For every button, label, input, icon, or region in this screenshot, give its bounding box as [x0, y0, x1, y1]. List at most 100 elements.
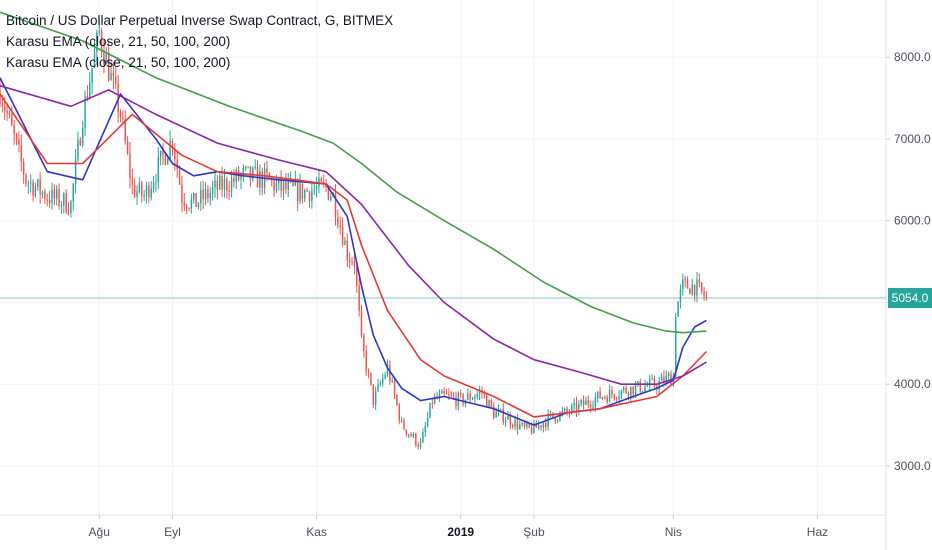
candle-body-21: [48, 200, 51, 204]
candle-body-43: [100, 30, 103, 51]
candle-body-116: [273, 180, 275, 191]
candle-body-275: [649, 379, 651, 386]
candle-body-228: [537, 425, 540, 428]
candle-body-270: [637, 381, 639, 386]
candle-body-169: [398, 405, 401, 421]
candle-body-108: [254, 167, 256, 169]
candle-body-148: [348, 260, 351, 262]
candle-body-179: [422, 431, 424, 443]
candle-body-212: [500, 409, 502, 411]
candle-body-158: [372, 384, 375, 405]
candle-body-51: [119, 112, 122, 118]
x-tick-label-6: Haz: [807, 525, 828, 539]
candle-body-73: [171, 140, 174, 149]
candle-body-157: [370, 372, 372, 385]
candle-body-130: [306, 189, 308, 192]
candle-body-264: [623, 387, 625, 391]
candle-body-177: [417, 445, 419, 447]
candle-body-47: [110, 72, 112, 81]
candle-body-280: [660, 376, 663, 381]
candle-body-244: [575, 402, 578, 412]
candle-body-81: [190, 199, 193, 209]
candle-body-68: [159, 150, 162, 157]
ema-line-3: [0, 85, 707, 386]
last-price-tag: 5054.0: [888, 288, 932, 309]
candle-body-34: [79, 140, 82, 146]
candle-body-207: [488, 399, 490, 407]
chart-legend: Bitcoin / US Dollar Perpetual Inverse Sw…: [6, 10, 393, 73]
candle-body-90: [211, 187, 214, 194]
candle-body-44: [103, 50, 105, 65]
candle-body-40: [93, 52, 96, 69]
x-tick-label-1: Eyl: [164, 525, 181, 539]
candle-body-276: [651, 378, 653, 380]
candle-body-30: [70, 201, 72, 214]
candle-body-42: [98, 30, 100, 33]
candle-body-261: [615, 398, 618, 400]
candle-body-236: [556, 420, 559, 422]
chart-grid: [0, 0, 886, 515]
candle-body-72: [169, 140, 171, 159]
indicator-2-label[interactable]: Karasu EMA (close, 21, 50, 100, 200): [6, 55, 231, 70]
candle-body-224: [528, 423, 530, 428]
candle-body-85: [200, 189, 202, 204]
candle-body-124: [292, 180, 294, 186]
y-tick-label-4: 4000.0: [894, 377, 931, 391]
candle-body-86: [202, 189, 204, 200]
candle-body-218: [514, 419, 516, 427]
candle-body-84: [197, 203, 200, 207]
candle-body-297: [700, 282, 703, 292]
y-tick-label-1: 7000.0: [894, 132, 931, 146]
candle-body-263: [620, 390, 623, 397]
candle-body-229: [540, 425, 542, 428]
candle-body-220: [519, 424, 521, 429]
candle-body-143: [337, 217, 339, 226]
candle-body-78: [183, 202, 186, 206]
candle-body-100: [235, 170, 237, 182]
candle-body-252: [594, 397, 597, 407]
candle-body-19: [44, 192, 46, 200]
x-tick-label-5: Nis: [665, 525, 682, 539]
candle-body-144: [339, 225, 341, 227]
candle-body-22: [51, 189, 53, 204]
candle-body-151: [356, 266, 358, 286]
candle-body-245: [578, 403, 580, 412]
candle-body-146: [344, 240, 346, 245]
candle-body-9: [20, 144, 22, 162]
candle-body-162: [382, 378, 384, 384]
candle-body-292: [689, 288, 691, 295]
candle-body-183: [431, 402, 434, 404]
candle-body-87: [204, 189, 207, 200]
candle-body-4: [8, 113, 11, 115]
candle-body-295: [696, 279, 698, 296]
chart-title: Bitcoin / US Dollar Perpetual Inverse Sw…: [6, 13, 394, 28]
candle-body-215: [507, 415, 509, 420]
candle-body-217: [511, 425, 514, 427]
candle-body-56: [131, 177, 134, 185]
candle-body-26: [60, 204, 63, 206]
candle-body-93: [218, 175, 221, 190]
candle-body-48: [112, 72, 115, 77]
candle-body-122: [287, 181, 289, 190]
candle-body-175: [412, 433, 415, 437]
candle-body-192: [452, 395, 455, 397]
candle-body-188: [443, 390, 445, 394]
candle-body-289: [682, 279, 684, 290]
candle-body-16: [37, 179, 39, 187]
candle-body-202: [476, 394, 478, 397]
candle-body-161: [379, 383, 382, 385]
candle-body-140: [330, 196, 332, 200]
candle-body-198: [467, 393, 469, 400]
candle-body-186: [438, 393, 441, 399]
candle-body-210: [495, 411, 497, 418]
candle-body-164: [386, 364, 389, 376]
candle-body-104: [244, 167, 247, 169]
candle-body-182: [429, 402, 431, 418]
candle-body-190: [448, 394, 450, 396]
x-tick-label-3: 2019: [447, 525, 474, 539]
candle-body-178: [419, 442, 422, 447]
candle-body-32: [74, 159, 77, 185]
indicator-1-label[interactable]: Karasu EMA (close, 21, 50, 100, 200): [6, 34, 231, 49]
candle-body-0: [0, 89, 1, 104]
